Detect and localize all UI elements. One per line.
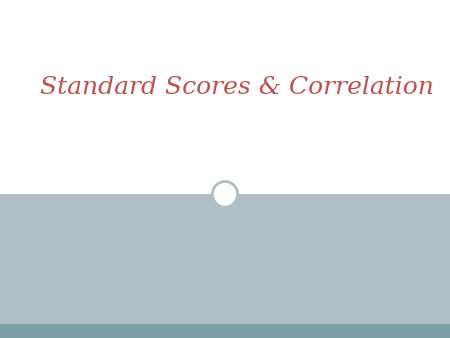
Bar (0, 0, 450, 194)
Text: Standard Scores & Correlation: Standard Scores & Correlation (40, 76, 434, 99)
Ellipse shape (212, 182, 238, 207)
Bar (0, 324, 450, 338)
Bar (0, 194, 450, 324)
